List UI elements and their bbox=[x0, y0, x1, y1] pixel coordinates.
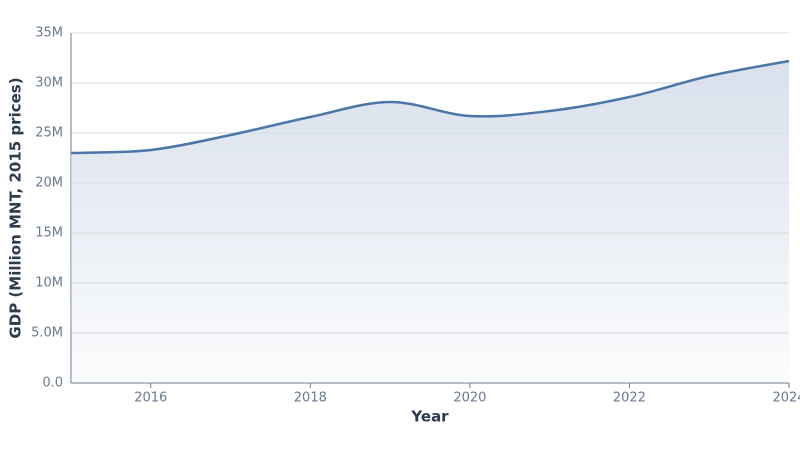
y-tick-label: 25M bbox=[35, 126, 63, 141]
x-tick-label: 2022 bbox=[613, 391, 646, 406]
y-tick-label: 30M bbox=[35, 76, 63, 91]
y-tick-label: 0.0 bbox=[42, 376, 63, 391]
y-tick-label: 10M bbox=[35, 276, 63, 291]
y-axis-title: GDP (Million MNT, 2015 prices) bbox=[7, 77, 25, 338]
y-tick-label: 35M bbox=[35, 26, 63, 41]
x-tick-label: 2016 bbox=[134, 391, 167, 406]
x-tick-label: 2018 bbox=[294, 391, 327, 406]
area bbox=[71, 61, 789, 383]
y-tick-label: 5.0M bbox=[31, 326, 63, 341]
y-tick-label: 20M bbox=[35, 176, 63, 191]
x-tick-label: 2020 bbox=[453, 391, 486, 406]
x-axis-title: Year bbox=[410, 408, 449, 426]
x-tick-label: 2024 bbox=[772, 391, 800, 406]
line bbox=[70, 59, 790, 155]
y-tick-label: 15M bbox=[35, 226, 63, 241]
